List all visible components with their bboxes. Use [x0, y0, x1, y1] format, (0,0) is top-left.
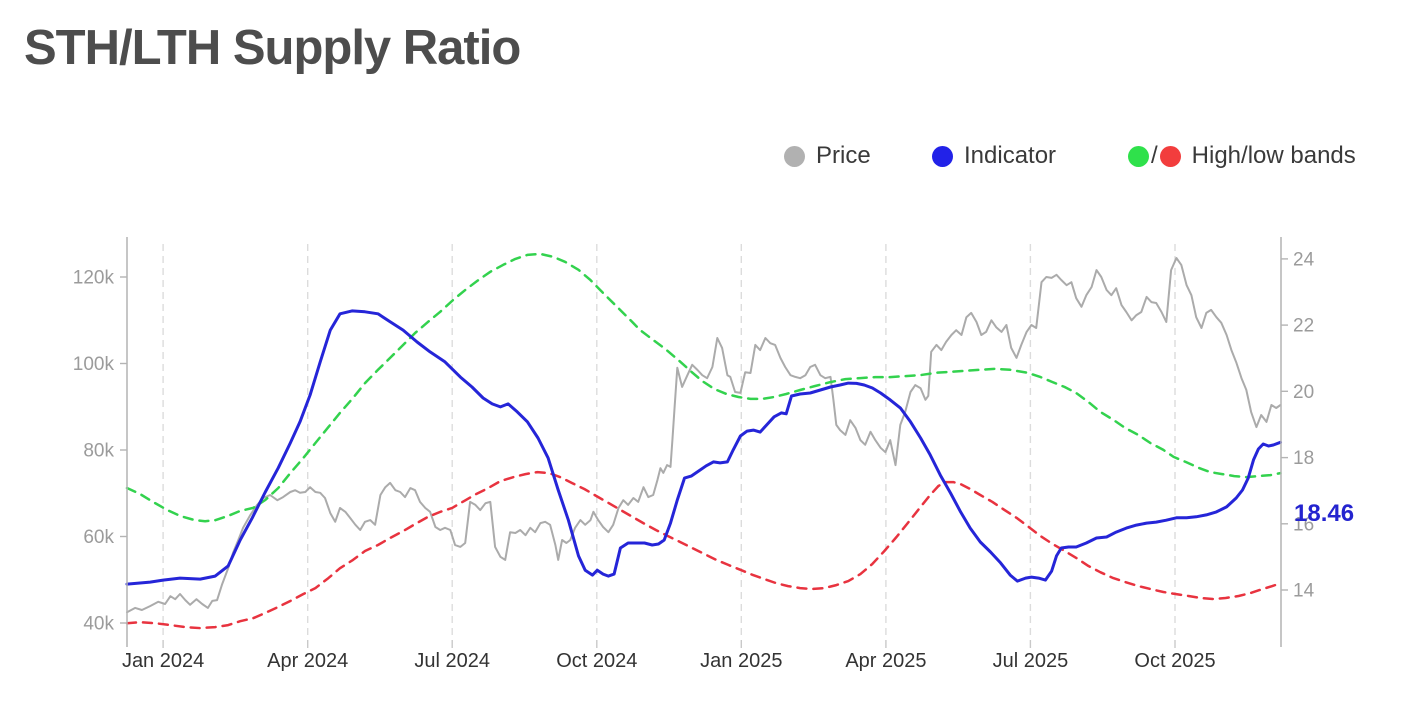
- legend-label-indicator: Indicator: [964, 142, 1057, 169]
- legend-label-price: Price: [816, 142, 871, 169]
- right-y-tick-label: 24: [1293, 249, 1315, 270]
- low-band-legend-dot-icon: [1159, 145, 1181, 167]
- x-tick-label: Oct 2024: [556, 650, 637, 672]
- left-y-tick-label: 120k: [73, 268, 115, 289]
- legend-separator: /: [1151, 142, 1158, 169]
- page-title: STH/LTH Supply Ratio: [24, 21, 521, 75]
- left-y-tick-label: 60k: [83, 527, 114, 548]
- legend-item-indicator[interactable]: Indicator: [932, 142, 1056, 170]
- price-legend-dot-icon: [784, 145, 805, 167]
- series-indicator: [125, 309, 1282, 586]
- x-tick-label: Jan 2025: [700, 650, 782, 672]
- x-tick-label: Oct 2025: [1134, 650, 1215, 672]
- right-y-tick-label: 22: [1293, 316, 1314, 337]
- series-low-band: [125, 470, 1282, 630]
- x-tick-label: Jul 2024: [414, 650, 490, 672]
- x-tick-label: Apr 2024: [267, 650, 348, 672]
- right-y-tick-label: 20: [1293, 382, 1314, 403]
- x-tick-label: Apr 2025: [845, 650, 926, 672]
- series-high-band: [125, 252, 1282, 523]
- left-y-tick-label: 100k: [73, 354, 115, 375]
- right-y-tick-label: 18: [1293, 448, 1314, 469]
- high-band-legend-dot-icon: [1128, 145, 1149, 167]
- left-y-tick-label: 40k: [83, 614, 114, 635]
- series-price: [126, 257, 1282, 614]
- right-y-tick-label: 14: [1293, 581, 1315, 602]
- right-y-tick-label: 16: [1293, 514, 1314, 535]
- last-value-label: 18.46: [1294, 500, 1355, 527]
- x-tick-label: Jan 2024: [122, 650, 204, 672]
- x-tick-label: Jul 2025: [993, 650, 1069, 672]
- legend-label-bands: High/low bands: [1191, 142, 1356, 169]
- legend-item-bands[interactable]: / High/low bands: [1128, 142, 1356, 170]
- indicator-legend-dot-icon: [932, 145, 953, 167]
- legend-item-price[interactable]: Price: [784, 142, 871, 170]
- left-y-tick-label: 80k: [83, 441, 114, 462]
